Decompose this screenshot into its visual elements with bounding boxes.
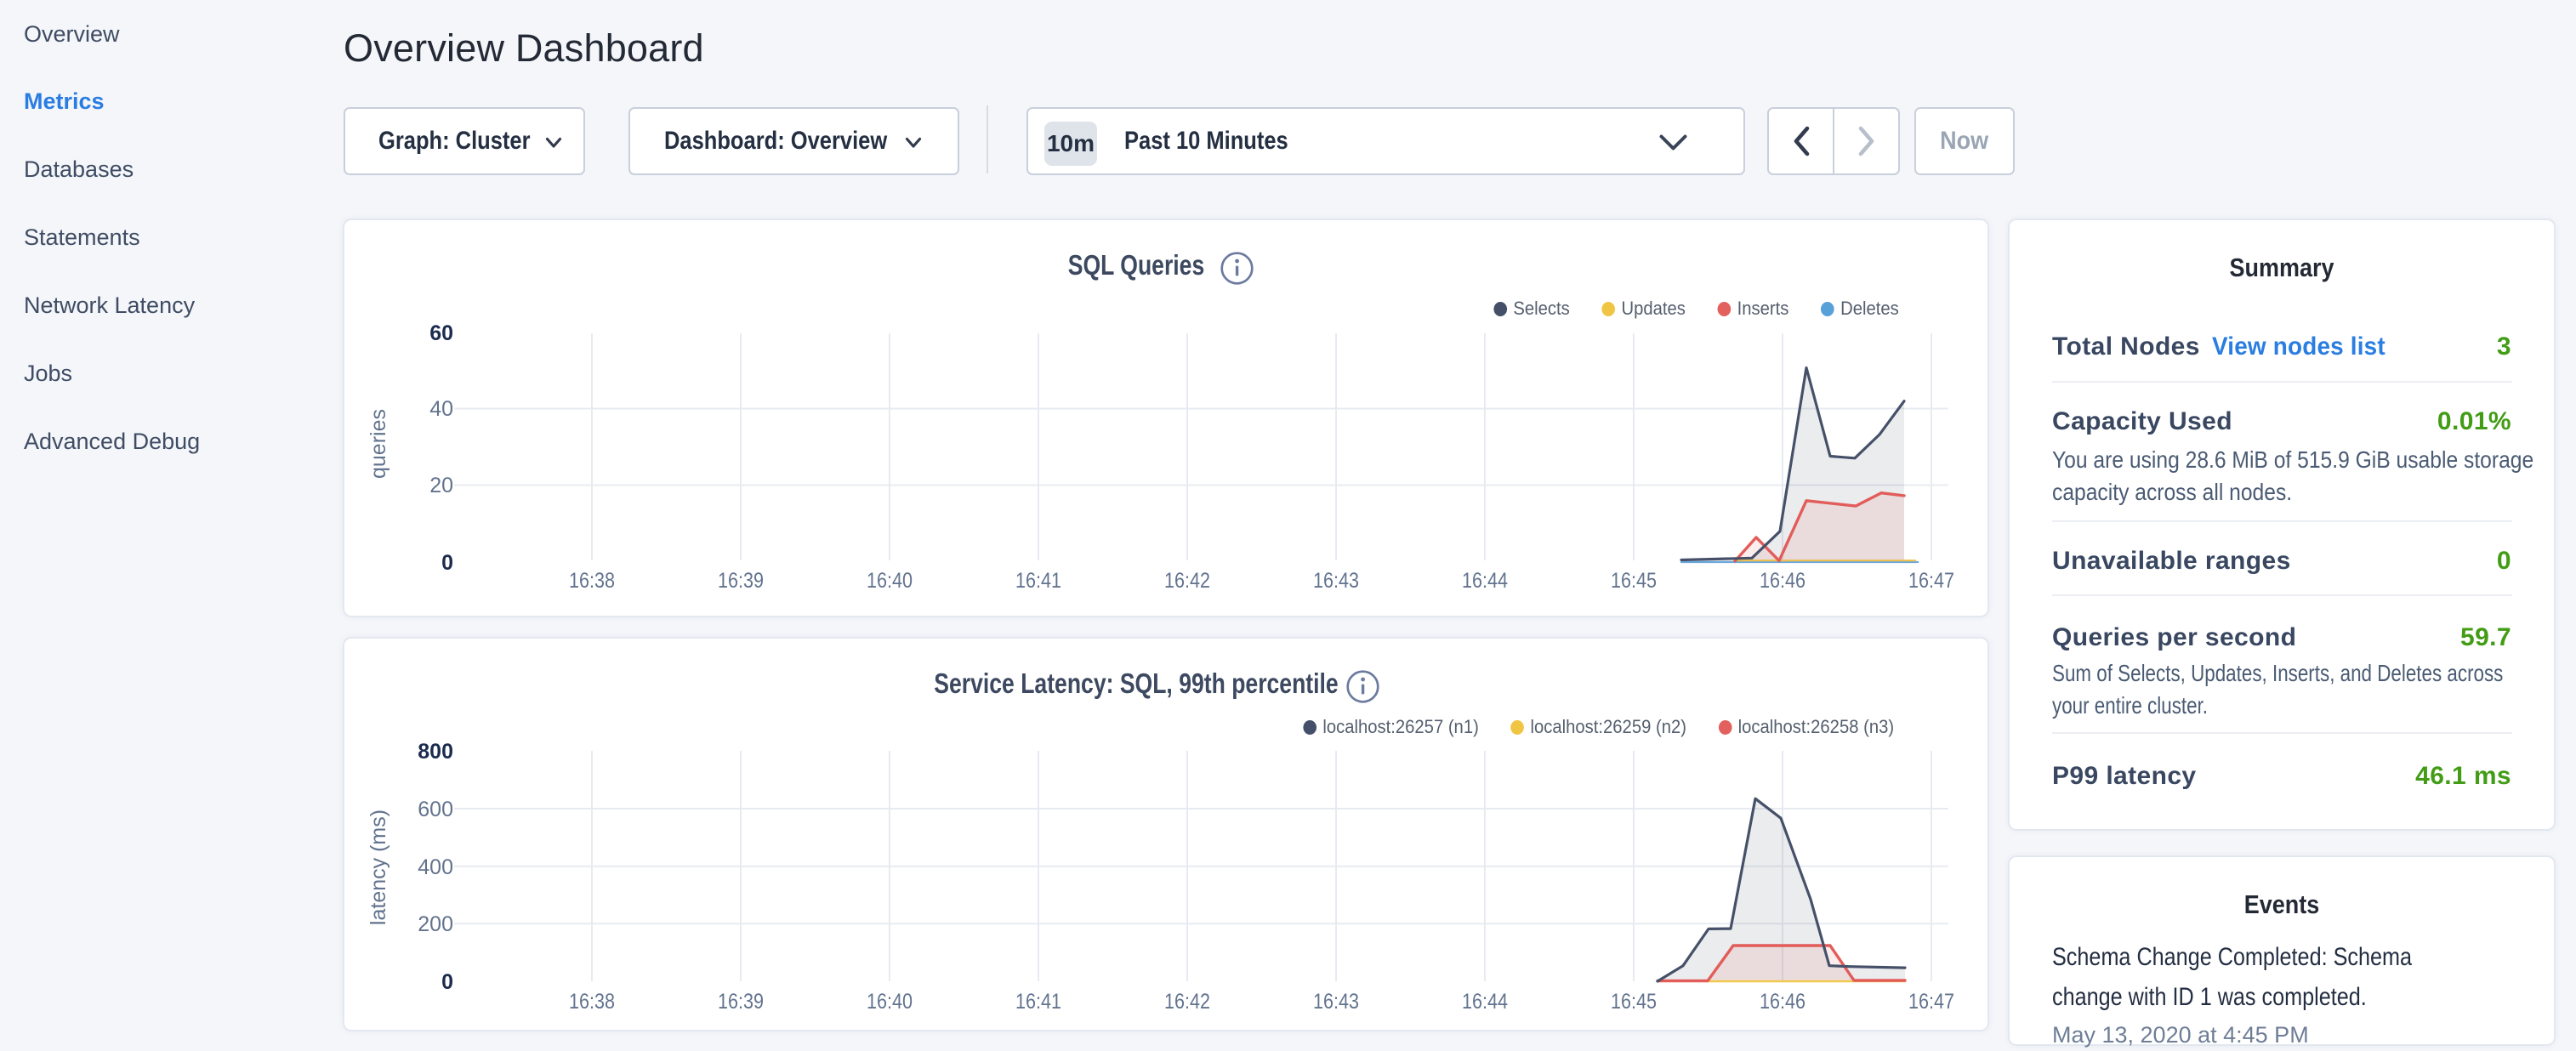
svg-text:16:44: 16:44 <box>1462 990 1508 1014</box>
svg-text:800: 800 <box>418 740 453 764</box>
svg-text:queries: queries <box>367 409 390 479</box>
svg-text:16:47: 16:47 <box>1908 990 1954 1014</box>
svg-text:16:46: 16:46 <box>1760 990 1805 1014</box>
svg-text:latency (ms): latency (ms) <box>367 810 390 925</box>
svg-text:16:38: 16:38 <box>569 569 615 593</box>
svg-text:16:42: 16:42 <box>1164 990 1210 1014</box>
svg-text:16:40: 16:40 <box>867 990 913 1014</box>
svg-text:16:38: 16:38 <box>569 990 615 1014</box>
svg-text:16:43: 16:43 <box>1313 569 1359 593</box>
svg-text:16:41: 16:41 <box>1015 569 1061 593</box>
svg-text:16:41: 16:41 <box>1015 990 1061 1014</box>
svg-text:16:39: 16:39 <box>718 569 764 593</box>
svg-text:400: 400 <box>418 855 453 879</box>
svg-text:0: 0 <box>441 551 453 575</box>
svg-text:16:44: 16:44 <box>1462 569 1508 593</box>
svg-text:16:47: 16:47 <box>1908 569 1954 593</box>
svg-text:60: 60 <box>429 321 453 345</box>
svg-text:16:45: 16:45 <box>1611 569 1657 593</box>
svg-text:0: 0 <box>441 970 453 994</box>
svg-text:16:45: 16:45 <box>1611 990 1657 1014</box>
svg-text:600: 600 <box>418 798 453 821</box>
svg-text:20: 20 <box>429 474 453 497</box>
svg-text:200: 200 <box>418 912 453 936</box>
svg-text:16:43: 16:43 <box>1313 990 1359 1014</box>
svg-text:16:40: 16:40 <box>867 569 913 593</box>
svg-text:16:46: 16:46 <box>1760 569 1805 593</box>
svg-text:16:42: 16:42 <box>1164 569 1210 593</box>
svg-text:40: 40 <box>429 397 453 421</box>
svg-text:16:39: 16:39 <box>718 990 764 1014</box>
